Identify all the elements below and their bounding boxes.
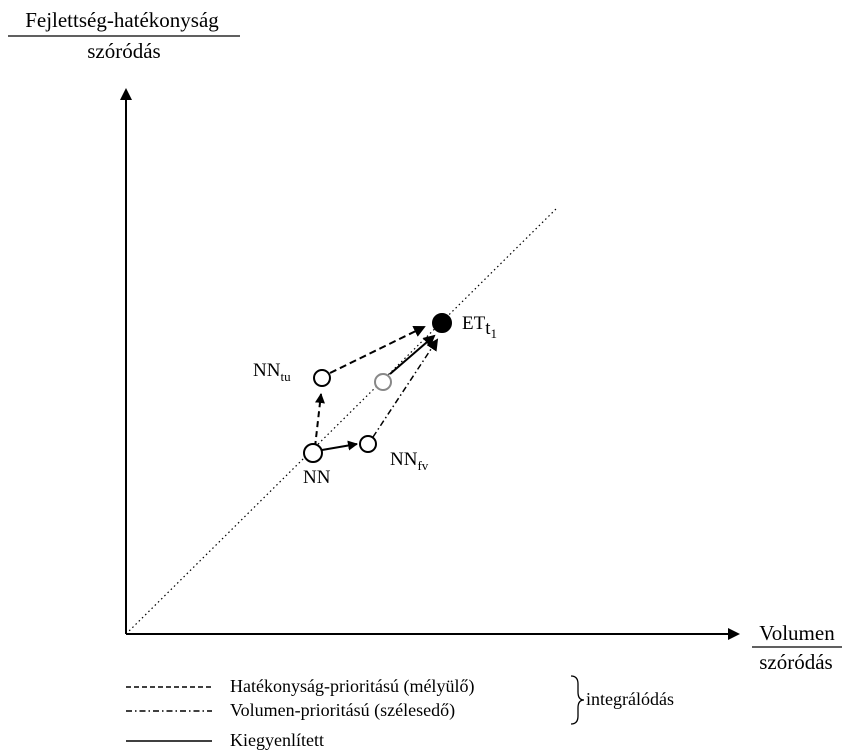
x-axis-title-numerator: Volumen: [759, 621, 835, 645]
label-nnfv: NNfv: [390, 449, 429, 473]
node-nn: [303, 443, 323, 463]
dashdot-arrow-nnfv-to-et: [372, 338, 439, 438]
dashed-arrow-nntu-to-et: [329, 326, 426, 374]
diagonal-reference-line: [125, 207, 558, 635]
label-et-main: ET: [462, 313, 486, 334]
y-axis-title-denominator: szóródás: [87, 39, 160, 63]
legend-dashed-label: Hatékonyság-prioritású (mélyülő): [230, 676, 474, 697]
y-axis-title-numerator: Fejlettség-hatékonyság: [25, 8, 219, 32]
solid-arrow-balanced-to-et: [389, 334, 436, 375]
x-axis-title-denominator: szóródás: [759, 650, 832, 674]
label-nntu-subscript: tu: [280, 369, 291, 384]
legend-brace: [570, 675, 585, 725]
legend-group-label: integrálódás: [586, 689, 674, 709]
label-nntu: NNtu: [253, 360, 291, 384]
solid-arrow-nn-to-nnfv: [321, 440, 358, 451]
legend-solid-label: Kiegyenlített: [230, 730, 324, 750]
label-et-subscript: t: [485, 318, 491, 339]
label-nntu-main: NN: [253, 360, 281, 381]
label-nn: NN: [303, 467, 331, 488]
node-et: [432, 313, 452, 333]
label-et: ETt1: [462, 313, 497, 341]
node-balanced-ghost: [374, 373, 392, 391]
legend-dashdot-label: Volumen-prioritású (szélesedő): [230, 700, 455, 721]
label-nnfv-main: NN: [390, 449, 418, 470]
label-et-sub-subscript: 1: [491, 326, 498, 341]
dashed-arrow-nn-to-nntu: [314, 393, 325, 448]
label-nnfv-subscript: fv: [417, 458, 428, 473]
node-nntu: [313, 369, 331, 387]
node-nnfv: [359, 435, 377, 453]
